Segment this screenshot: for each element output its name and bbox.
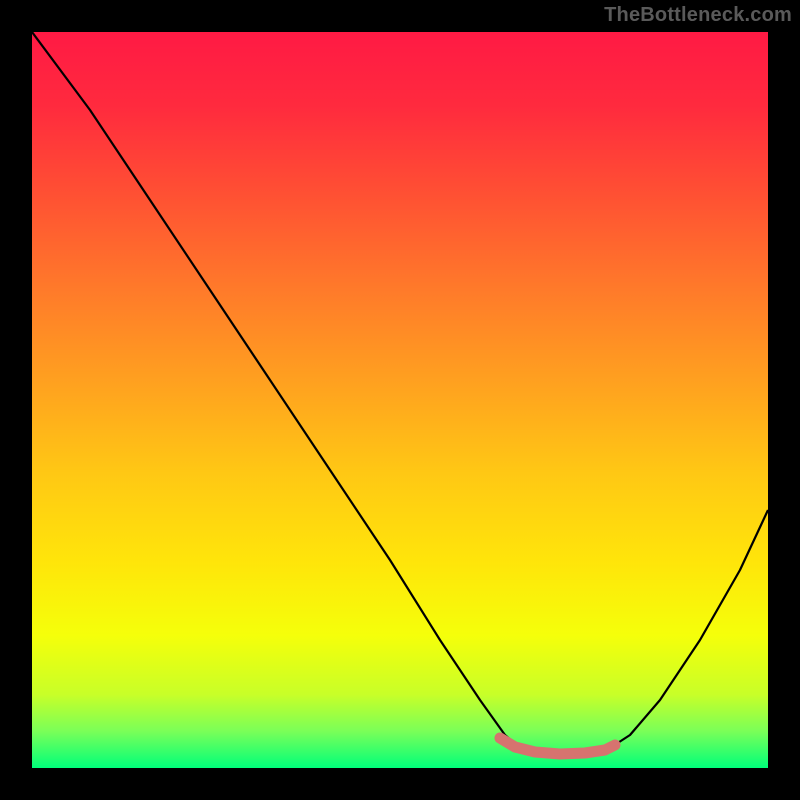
chart-container: TheBottleneck.com: [0, 0, 800, 800]
chart-svg: [0, 0, 800, 800]
watermark-text: TheBottleneck.com: [604, 4, 792, 27]
plot-gradient-background: [32, 32, 768, 768]
